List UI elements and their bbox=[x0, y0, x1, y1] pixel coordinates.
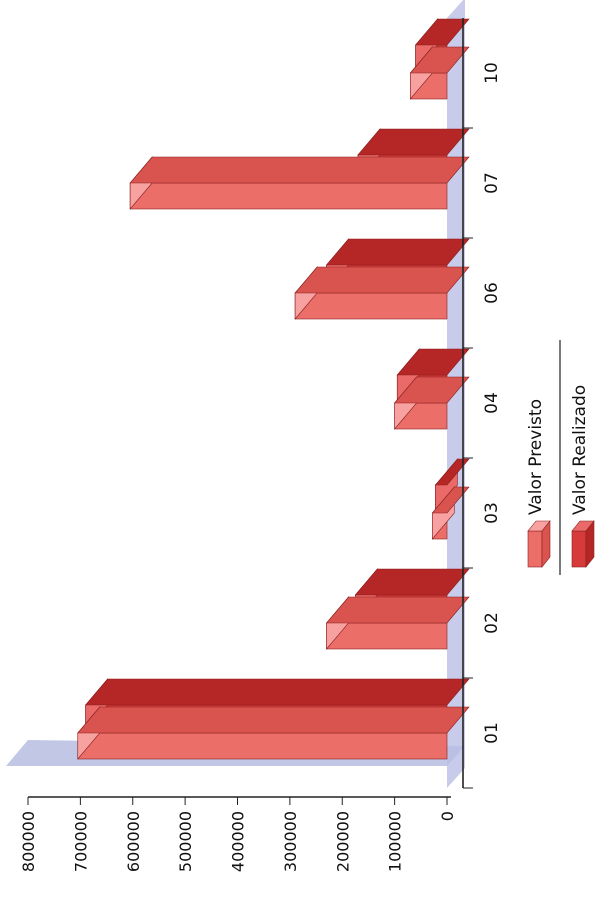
category-label-02: 02 bbox=[482, 612, 502, 634]
bar-realizado-07-side bbox=[357, 128, 470, 156]
bar-previsto-10-side bbox=[409, 46, 470, 74]
bar-previsto-07-side bbox=[129, 156, 470, 184]
bar-previsto-06 bbox=[294, 266, 470, 320]
bar-realizado-04-side bbox=[396, 348, 470, 376]
bars-group bbox=[77, 18, 470, 760]
value-tick-label: 400000 bbox=[229, 811, 248, 872]
value-tick-label: 500000 bbox=[176, 811, 195, 872]
bar-realizado-03-side bbox=[434, 458, 470, 486]
bar-previsto-03 bbox=[431, 486, 470, 540]
bar-previsto-02 bbox=[325, 596, 470, 650]
bar-realizado-01-side bbox=[84, 678, 470, 706]
legend-entry-previsto: Valor Previsto bbox=[526, 399, 551, 568]
bar-previsto-07 bbox=[129, 156, 470, 210]
bar-previsto-04 bbox=[393, 376, 470, 430]
bar-realizado-10-side bbox=[414, 18, 470, 46]
legend: Valor Previsto Valor Realizado bbox=[526, 340, 595, 575]
category-label-07: 07 bbox=[482, 172, 502, 194]
value-tick-label: 700000 bbox=[71, 811, 90, 872]
bar-previsto-06-front bbox=[294, 292, 448, 320]
category-label-06: 06 bbox=[482, 282, 502, 304]
legend-swatch-side bbox=[585, 520, 595, 568]
bar-previsto-04-side bbox=[393, 376, 470, 404]
value-tick-label: 600000 bbox=[124, 811, 143, 872]
legend-swatch-side bbox=[541, 520, 551, 568]
chart-floor bbox=[447, 0, 465, 788]
category-label-04: 04 bbox=[482, 392, 502, 414]
value-tick-label: 800000 bbox=[19, 811, 38, 872]
legend-swatch bbox=[571, 530, 587, 568]
bar-previsto-03-side bbox=[431, 486, 470, 514]
value-tick-label: 300000 bbox=[281, 811, 300, 872]
bar-previsto-06-side bbox=[294, 266, 470, 294]
bar-previsto-01-side bbox=[77, 706, 470, 734]
category-label-01: 01 bbox=[482, 722, 502, 744]
value-tick-label: 100000 bbox=[386, 811, 405, 872]
category-label-10: 10 bbox=[482, 62, 502, 84]
bar-previsto-01-front bbox=[77, 732, 448, 760]
legend-swatch bbox=[527, 530, 543, 568]
value-tick-label: 200000 bbox=[333, 811, 352, 872]
bar-realizado-02-side bbox=[354, 568, 470, 596]
bar-realizado-06-side bbox=[325, 238, 470, 266]
bar-previsto-02-side bbox=[325, 596, 470, 624]
chart-back-wall bbox=[6, 0, 465, 788]
bar-realizado-03 bbox=[434, 458, 470, 512]
legend-label: Valor Realizado bbox=[570, 385, 590, 515]
axes-group: 01 02 03 04 06 07 10 0 100000 200000 300000 400000 5… bbox=[19, 18, 502, 872]
legend-label: Valor Previsto bbox=[526, 399, 546, 515]
bar-previsto-10 bbox=[409, 46, 470, 100]
value-tick-label: 0 bbox=[438, 811, 457, 821]
category-label-03: 03 bbox=[482, 502, 502, 524]
bar-previsto-02-front bbox=[326, 622, 448, 650]
legend-entry-realizado: Valor Realizado bbox=[570, 385, 595, 568]
bar-previsto-01 bbox=[77, 706, 470, 760]
bar-previsto-07-front bbox=[129, 182, 448, 210]
